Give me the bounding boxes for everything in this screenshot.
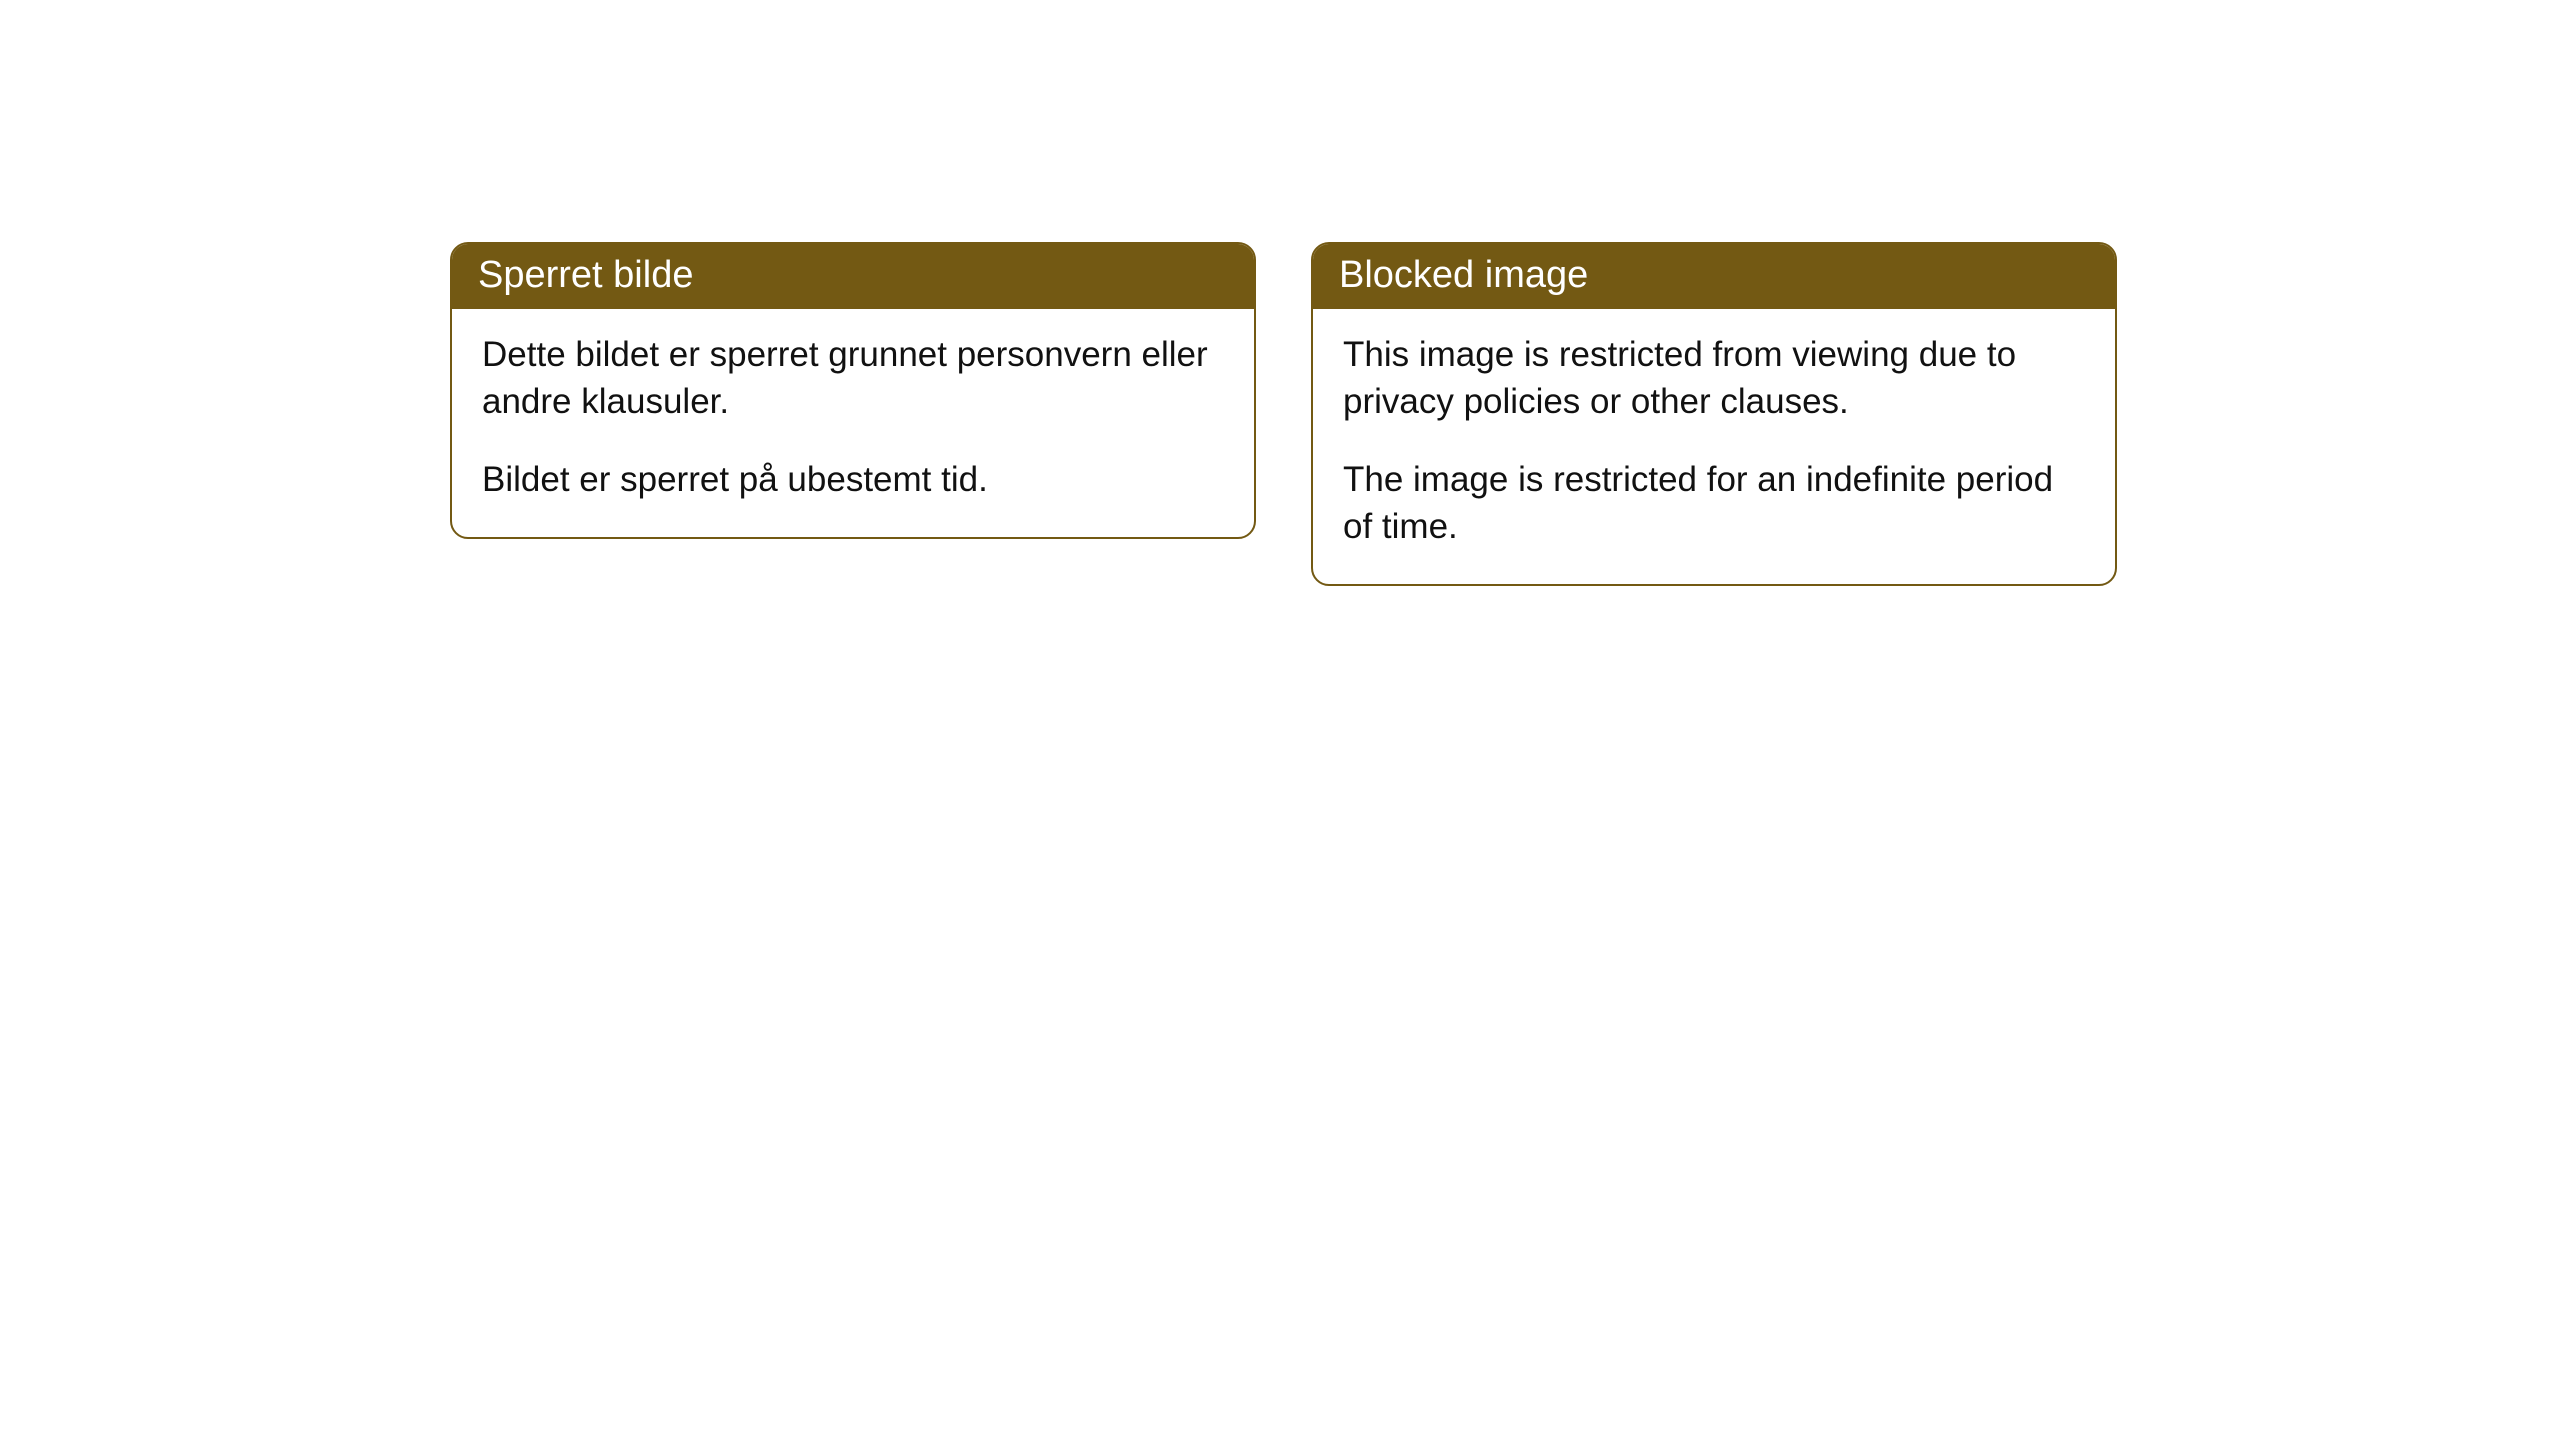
card-paragraph: This image is restricted from viewing du… [1343, 331, 2085, 426]
card-paragraph: The image is restricted for an indefinit… [1343, 456, 2085, 551]
blocked-image-card-en: Blocked image This image is restricted f… [1311, 242, 2117, 586]
card-body: This image is restricted from viewing du… [1313, 309, 2115, 584]
card-paragraph: Bildet er sperret på ubestemt tid. [482, 456, 1224, 503]
card-body: Dette bildet er sperret grunnet personve… [452, 309, 1254, 537]
blocked-image-card-no: Sperret bilde Dette bildet er sperret gr… [450, 242, 1256, 539]
card-header: Sperret bilde [452, 244, 1254, 309]
card-paragraph: Dette bildet er sperret grunnet personve… [482, 331, 1224, 426]
card-header: Blocked image [1313, 244, 2115, 309]
